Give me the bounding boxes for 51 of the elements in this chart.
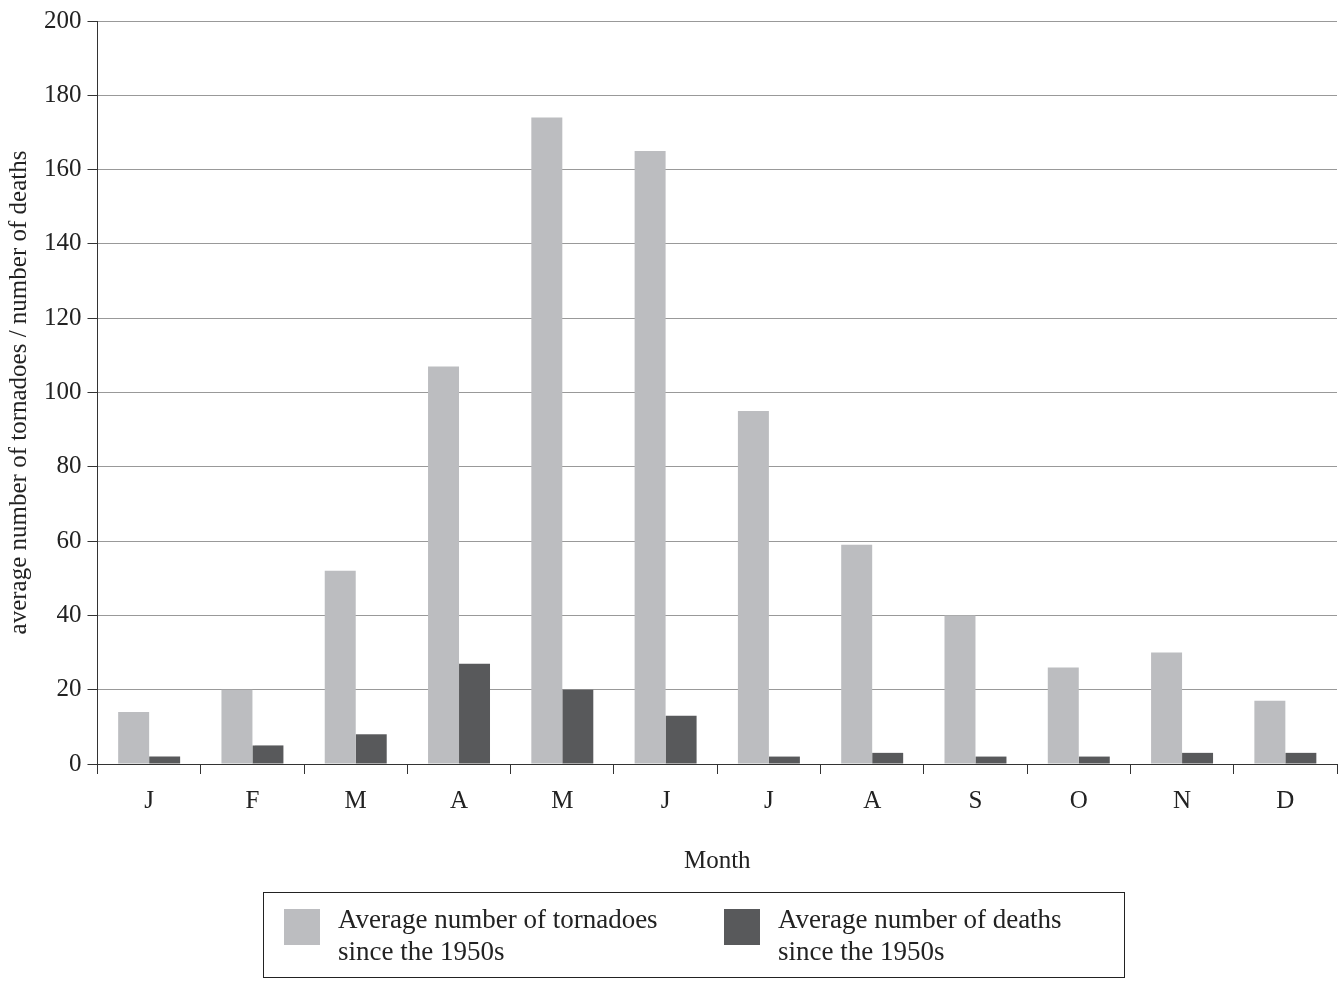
bar	[562, 689, 594, 764]
y-tick-label: 180	[44, 79, 82, 107]
bar	[118, 711, 150, 764]
bar	[665, 715, 697, 764]
bar	[149, 756, 181, 764]
x-tick-label: A	[863, 785, 882, 813]
bar	[1151, 652, 1183, 764]
legend-label: Average number of tornadoes since the 1950s	[338, 903, 659, 967]
bar	[737, 411, 769, 764]
y-tick-label: 160	[44, 154, 82, 182]
bar	[768, 756, 800, 764]
bar	[841, 544, 873, 764]
bar	[975, 756, 1007, 764]
bar	[324, 570, 356, 764]
y-tick-label: 40	[56, 599, 82, 627]
bar	[944, 615, 976, 764]
y-tick-label: 140	[44, 228, 82, 256]
y-tick-label: 20	[56, 674, 82, 702]
x-tick-label: O	[1069, 785, 1088, 813]
y-tick-label: 0	[69, 748, 82, 776]
bar	[1182, 752, 1214, 764]
bar	[459, 663, 491, 764]
bar	[355, 734, 387, 764]
x-tick-label: A	[449, 785, 469, 813]
x-tick-label: N	[1173, 785, 1192, 813]
y-tick-label: 120	[44, 302, 82, 330]
legend-label: Average number of deaths since the 1950s	[778, 903, 1063, 967]
bar	[221, 689, 253, 764]
x-tick-label: J	[660, 785, 671, 813]
x-tick-label: J	[144, 785, 155, 813]
bar	[872, 752, 904, 764]
x-axis-title: Month	[683, 845, 752, 873]
x-tick-label: F	[245, 785, 260, 813]
x-tick-label: D	[1276, 785, 1295, 813]
bar	[428, 366, 460, 764]
bar	[1078, 756, 1110, 764]
y-tick-label: 200	[44, 5, 82, 33]
bar	[1047, 667, 1079, 764]
bar	[634, 151, 666, 764]
x-tick-label: S	[968, 785, 983, 813]
y-tick-label: 60	[56, 525, 82, 553]
y-tick-label: 80	[56, 451, 82, 479]
bar	[1254, 700, 1286, 764]
bar	[252, 745, 284, 764]
bar	[531, 117, 563, 764]
x-tick-label: J	[764, 785, 775, 813]
x-tick-label: M	[344, 785, 367, 813]
y-tick-label: 100	[44, 377, 82, 405]
x-tick-label: M	[551, 785, 574, 813]
y-axis-title: average number of tornadoes / number of deaths	[3, 150, 31, 635]
bar	[1285, 752, 1317, 764]
